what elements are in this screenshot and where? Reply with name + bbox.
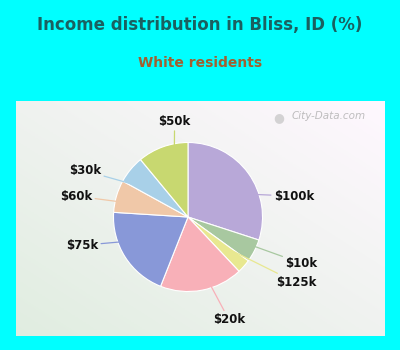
Wedge shape xyxy=(114,181,188,217)
Text: $60k: $60k xyxy=(60,190,149,205)
Text: $50k: $50k xyxy=(158,115,191,178)
Text: ●: ● xyxy=(274,111,285,124)
Wedge shape xyxy=(160,217,239,292)
Wedge shape xyxy=(188,217,248,271)
Text: $30k: $30k xyxy=(69,164,156,191)
Text: Income distribution in Bliss, ID (%): Income distribution in Bliss, ID (%) xyxy=(37,16,363,34)
Text: $100k: $100k xyxy=(221,190,314,203)
Wedge shape xyxy=(123,160,188,217)
Wedge shape xyxy=(114,212,188,286)
Wedge shape xyxy=(140,142,188,217)
Wedge shape xyxy=(188,217,259,261)
Text: White residents: White residents xyxy=(138,56,262,70)
Text: City-Data.com: City-Data.com xyxy=(292,111,366,121)
Text: $75k: $75k xyxy=(66,239,153,252)
Text: $20k: $20k xyxy=(196,257,245,326)
Wedge shape xyxy=(188,142,262,240)
Text: $10k: $10k xyxy=(224,236,317,270)
Text: $125k: $125k xyxy=(219,244,316,289)
